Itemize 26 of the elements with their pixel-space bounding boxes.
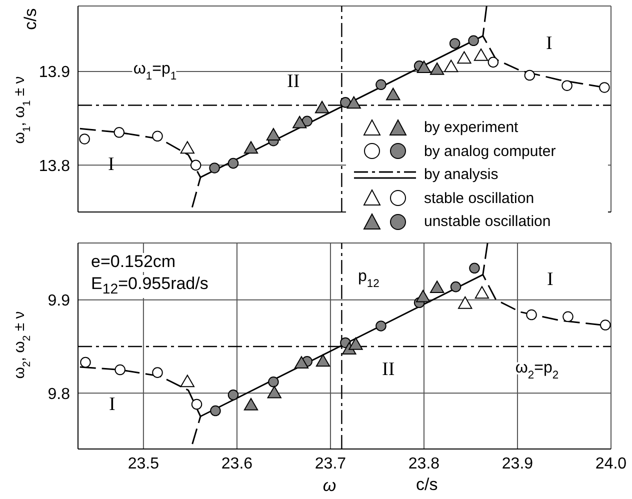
annotation: II [287, 71, 300, 93]
annotation: by analog computer [424, 142, 556, 160]
annotation: II [382, 359, 395, 381]
text: c/s [21, 8, 41, 30]
annotation: I [546, 33, 552, 55]
x-tick-label: 23.5 [128, 455, 160, 472]
x-tick-label: 23.8 [408, 455, 440, 472]
annotation: E$_{12}$=0.955rad/s [91, 274, 208, 298]
x-tick-label: 23.7 [314, 455, 346, 472]
x-tick-label: 23.9 [502, 455, 534, 472]
y-tick-label: 13.8 [38, 158, 70, 175]
y-tick-label: 13.9 [38, 64, 70, 82]
annotation: I [547, 269, 554, 291]
y-tick-label: 9.9 [48, 292, 70, 310]
x-tick-label: 24.0 [595, 455, 627, 472]
text: c/s [416, 475, 438, 495]
annotation: I [109, 394, 116, 416]
annotation: by experiment [424, 119, 518, 136]
ref-line-label: p$_{12}$ [358, 268, 380, 290]
annotation: by analysis [424, 166, 498, 184]
y-tick-label: 9.8 [48, 386, 70, 403]
x-axis-title: ω [322, 476, 336, 495]
annotation: e=0.152cm [91, 252, 176, 272]
annotation: stable oscillation [424, 190, 534, 207]
x-tick-label: 23.6 [221, 455, 253, 472]
text: unstable oscillation [424, 213, 551, 230]
